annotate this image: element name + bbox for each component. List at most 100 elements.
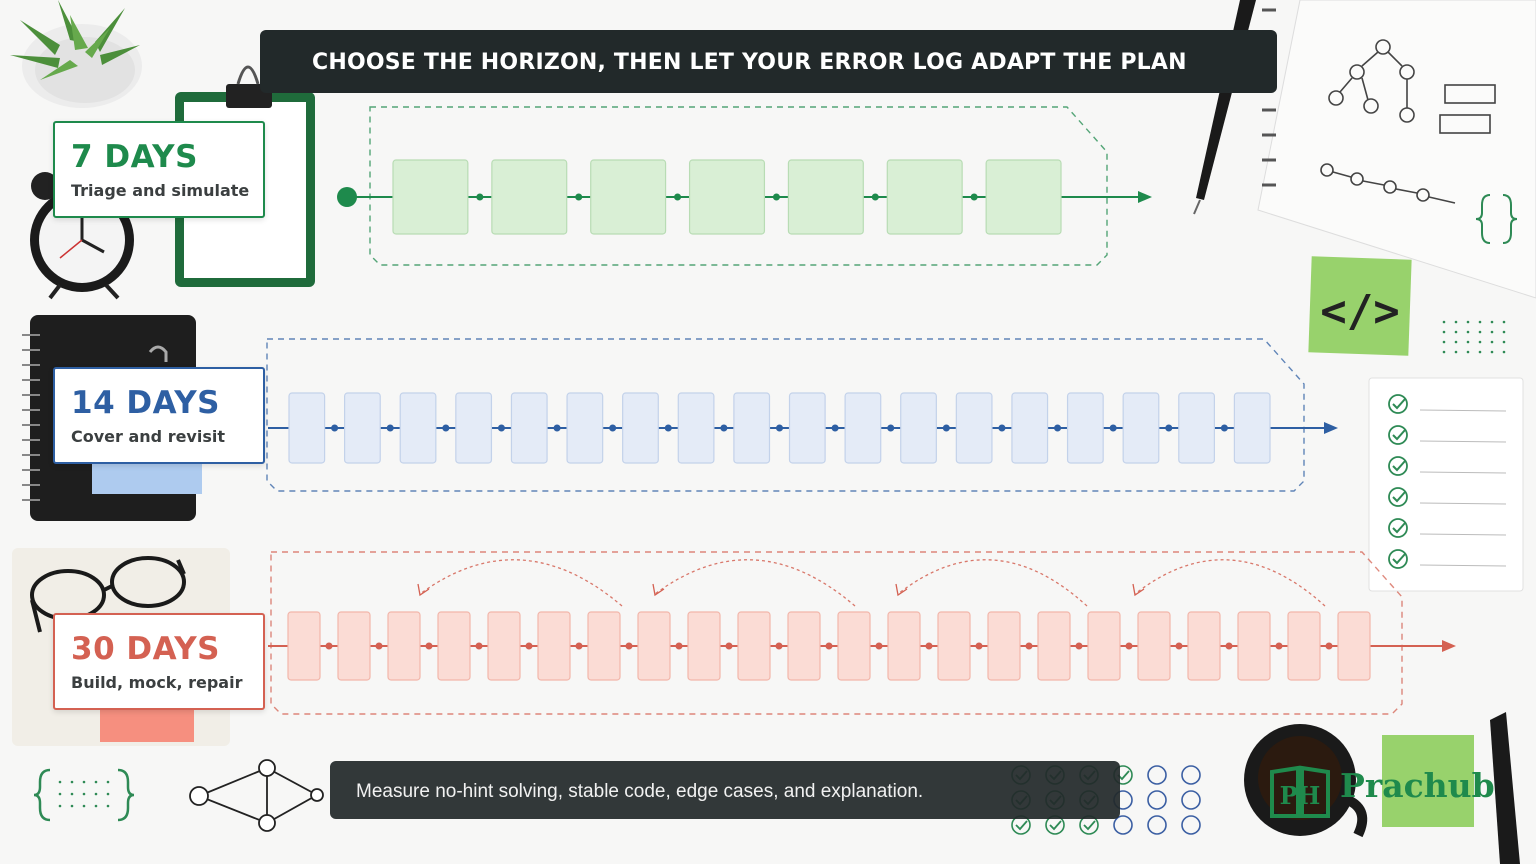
progress-check — [1181, 790, 1201, 810]
progress-check-mark — [1083, 820, 1096, 831]
day-block — [887, 611, 921, 681]
revisit-arrowhead — [895, 583, 908, 597]
plan-days-label: 30 DAYS — [71, 631, 220, 667]
lane-arrowhead — [1324, 422, 1338, 434]
grid-dot — [70, 780, 74, 784]
revisit-arrowhead — [417, 583, 430, 597]
day-block — [844, 392, 882, 464]
grid-dot — [106, 792, 110, 796]
day-block — [1237, 611, 1271, 681]
brand-name: Prachub — [1340, 766, 1495, 805]
plan-card-30-days: 30 DAYS Build, mock, repair — [53, 613, 265, 710]
checklist-line — [1419, 502, 1507, 505]
caption-text: Measure no-hint solving, stable code, ed… — [356, 781, 924, 802]
day-block — [886, 159, 963, 235]
day-block — [677, 392, 715, 464]
day-block — [733, 392, 771, 464]
connector-dot — [875, 642, 883, 650]
progress-check — [1147, 765, 1167, 785]
revisit-loop-arrow — [654, 559, 856, 607]
grid-dot — [1466, 330, 1470, 334]
connector-dot — [609, 424, 617, 432]
grid-dot — [1454, 320, 1458, 324]
connector-dot — [1075, 642, 1083, 650]
grid-dot — [94, 804, 98, 808]
day-block — [337, 611, 371, 681]
graph-diagram-icon — [189, 759, 324, 832]
progress-check — [1113, 815, 1133, 835]
check-circle — [1388, 394, 1408, 414]
day-block — [287, 611, 321, 681]
grid-dot — [1454, 350, 1458, 354]
day-block — [1178, 392, 1215, 464]
grid-dot — [58, 804, 62, 808]
connector-dot — [625, 642, 633, 650]
day-block — [688, 159, 766, 235]
plan-lane-1 — [337, 106, 1152, 266]
plan-lane-3 — [268, 551, 1456, 715]
grid-dot — [70, 804, 74, 808]
grid-dot — [1466, 340, 1470, 344]
day-block — [622, 392, 659, 464]
connector-dot — [442, 424, 450, 432]
title-banner: CHOOSE THE HORIZON, THEN LET YOUR ERROR … — [260, 30, 1277, 93]
day-block — [1137, 611, 1171, 681]
grid-dot — [1442, 330, 1446, 334]
check-circle — [1388, 549, 1408, 569]
grid-dot — [1478, 340, 1482, 344]
day-block — [487, 611, 521, 681]
dot-grid-decoration — [58, 320, 1506, 808]
day-block — [687, 611, 721, 681]
checklist-icon — [1368, 377, 1524, 592]
grid-dot — [1490, 340, 1494, 344]
day-block — [1287, 611, 1321, 681]
grid-dot — [1442, 340, 1446, 344]
connector-dot — [325, 642, 333, 650]
day-block — [1187, 611, 1221, 681]
day-block — [437, 611, 471, 681]
connector-dot — [331, 424, 339, 432]
grid-dot — [1478, 320, 1482, 324]
grid-dot — [1442, 320, 1446, 324]
checklist-line — [1419, 440, 1507, 443]
grid-dot — [1478, 350, 1482, 354]
connector-dot — [775, 642, 783, 650]
grid-dot — [1502, 340, 1506, 344]
lane-dashed-frame — [270, 551, 1403, 715]
day-block — [837, 611, 871, 681]
connector-dot — [675, 642, 683, 650]
grid-dot — [1502, 350, 1506, 354]
connector-dot — [1275, 642, 1283, 650]
code-sticky-note — [1308, 256, 1412, 356]
connector-dot — [425, 642, 433, 650]
day-block — [344, 392, 381, 464]
day-block — [288, 392, 326, 464]
check-circle — [1388, 425, 1408, 445]
connector-dot — [1165, 424, 1173, 432]
connector-dot — [825, 642, 833, 650]
progress-check — [1181, 815, 1201, 835]
revisit-arrowhead — [652, 583, 665, 597]
day-block — [399, 392, 437, 464]
grid-dot — [1490, 350, 1494, 354]
connector-dot — [975, 642, 983, 650]
check-mark — [1392, 491, 1406, 503]
connector-dot — [970, 193, 978, 201]
day-block — [1066, 392, 1104, 464]
day-block — [1037, 611, 1071, 681]
revisit-arrowhead — [1132, 583, 1145, 597]
plan-subtitle: Cover and revisit — [71, 427, 225, 446]
connector-dot — [1054, 424, 1062, 432]
connector-dot — [1175, 642, 1183, 650]
grid-dot — [70, 792, 74, 796]
day-block — [900, 392, 937, 464]
connector-dot — [1025, 642, 1033, 650]
day-block — [510, 392, 548, 464]
plan-days-label: 7 DAYS — [71, 139, 198, 175]
check-mark — [1392, 398, 1406, 410]
day-block — [955, 392, 993, 464]
page-title: CHOOSE THE HORIZON, THEN LET YOUR ERROR … — [312, 50, 1187, 75]
grid-dot — [82, 792, 86, 796]
succulent-plant-icon — [10, 0, 142, 108]
connector-dot — [772, 193, 780, 201]
